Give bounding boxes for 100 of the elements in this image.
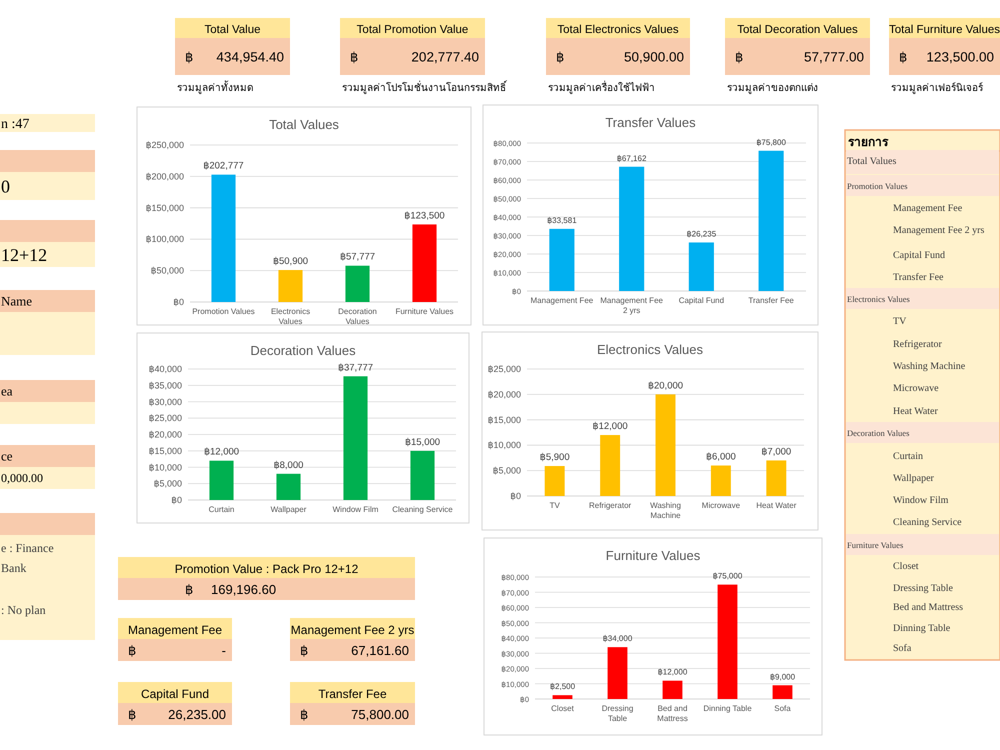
bar (544, 466, 565, 496)
text: ฿ (899, 50, 908, 64)
text: Management Fee 2 yrs (893, 225, 984, 236)
text: ฿ (350, 50, 358, 64)
x-tick-label: Heat Water (756, 501, 797, 510)
text: 12+12 (1, 244, 48, 265)
text: รวมมูลค่าเฟอร์นิเจอร์ (891, 82, 984, 94)
x-tick-label: Dinning Table (703, 704, 752, 713)
bar (412, 224, 437, 302)
text: ฿ (300, 643, 308, 658)
data-label: ฿34,000 (602, 634, 633, 644)
bar (410, 450, 435, 500)
y-tick-label: ฿25,000 (148, 413, 182, 424)
x-tick-label: Dressing Table (602, 704, 634, 723)
data-label: ฿33,581 (547, 216, 578, 225)
bar (662, 680, 682, 699)
text: ce (1, 448, 13, 464)
text: Total Values (847, 156, 896, 167)
x-tick-label: Closet (551, 704, 575, 713)
text: ฿ (185, 582, 194, 597)
data-label: ฿6,000 (706, 452, 736, 463)
text: Heat Water (893, 406, 938, 417)
bar (758, 150, 784, 291)
text: Bank (1, 561, 26, 575)
data-label: ฿12,000 (204, 446, 240, 458)
text: Promotion Value : Pack Pro 12+12 (174, 562, 359, 576)
text: ฿ (300, 707, 308, 722)
text: รายการ (848, 135, 889, 149)
x-tick-label: Promotion Values (192, 307, 255, 316)
text: ฿ (735, 50, 744, 64)
text: Dressing Table (893, 583, 954, 594)
text: Transfer Fee (893, 272, 944, 283)
y-tick-label: ฿250,000 (146, 140, 184, 150)
data-label: ฿12,000 (592, 421, 628, 432)
x-tick-label: Electronics Values (270, 307, 310, 326)
bar (600, 435, 620, 496)
text: Curtain (893, 451, 923, 462)
text: รวมมูลค่าทั้งหมด (177, 80, 253, 94)
data-label: ฿15,000 (404, 436, 440, 448)
text: Closet (893, 561, 919, 572)
x-tick-label: Transfer Fee (748, 296, 794, 305)
text: Total Value (204, 24, 261, 36)
x-tick-label: Decoration Values (338, 307, 377, 326)
text: Sofa (893, 643, 912, 654)
y-tick-label: ฿20,000 (488, 389, 521, 400)
data-label: ฿67,162 (616, 154, 647, 163)
chart-title: Electronics Values (597, 342, 704, 357)
x-tick-label: Sofa (774, 704, 792, 713)
text: ฿ (128, 707, 136, 722)
text: 67,161.60 (351, 643, 409, 658)
text: ฿ (128, 643, 136, 658)
text: ฿ (556, 50, 564, 64)
text: 26,235.00 (168, 707, 226, 722)
text: Microwave (893, 383, 940, 394)
text: รวมมูลค่าของตกแต่ง (727, 83, 818, 94)
y-tick-label: ฿0 (173, 297, 184, 307)
data-label: ฿2,500 (550, 682, 576, 692)
text: 75,800.00 (351, 707, 409, 722)
x-tick-label: Management Fee (530, 296, 594, 305)
text: Management Fee (893, 203, 963, 214)
text: 0,000.00 (1, 471, 43, 486)
text: Furniture Values (847, 540, 904, 550)
x-tick-label: TV (550, 501, 560, 510)
y-tick-label: ฿35,000 (148, 380, 182, 390)
text: 57,777.00 (804, 50, 864, 64)
text: ฿ (185, 50, 194, 64)
y-tick-label: ฿50,000 (150, 266, 184, 276)
y-tick-label: ฿40,000 (148, 364, 182, 374)
chart-title: Transfer Values (605, 115, 696, 130)
y-tick-label: ฿10,000 (488, 440, 521, 450)
data-label: ฿20,000 (648, 380, 684, 392)
text: Washing Machine (893, 361, 966, 372)
text: 123,500.00 (926, 50, 994, 64)
text: Capital Fund (140, 687, 210, 701)
text: Decoration Values (847, 428, 910, 438)
x-tick-label: Washing Machine (650, 501, 682, 520)
text: Dinning Table (893, 623, 951, 634)
bar (278, 270, 303, 302)
data-label: ฿57,777 (340, 252, 376, 263)
text: รวมมูลค่าโปรโมชั่นงานโอนกรรมสิทธิ์ (342, 80, 508, 94)
bar (710, 466, 731, 496)
y-tick-label: ฿150,000 (146, 202, 184, 213)
text: Total Decoration Values (737, 24, 858, 36)
text: 202,777.40 (411, 50, 479, 64)
text: e : Finance (1, 541, 54, 555)
text: Total Electronics Values (557, 24, 679, 36)
x-tick-label: Wallpaper (270, 505, 307, 514)
bar (688, 242, 714, 291)
x-tick-label: Furniture Values (395, 307, 454, 316)
text: Cleaning Service (893, 517, 962, 528)
data-label: ฿37,777 (338, 362, 374, 374)
bar (211, 174, 236, 302)
text: : No plan (1, 603, 46, 617)
y-tick-label: ฿0 (171, 495, 182, 505)
y-tick-label: ฿5,000 (154, 478, 182, 489)
bar (656, 394, 676, 496)
y-tick-label: ฿15,000 (148, 446, 182, 456)
data-label: ฿50,900 (272, 256, 308, 268)
bar (619, 166, 644, 291)
text: Total Furniture Values (888, 24, 1000, 36)
